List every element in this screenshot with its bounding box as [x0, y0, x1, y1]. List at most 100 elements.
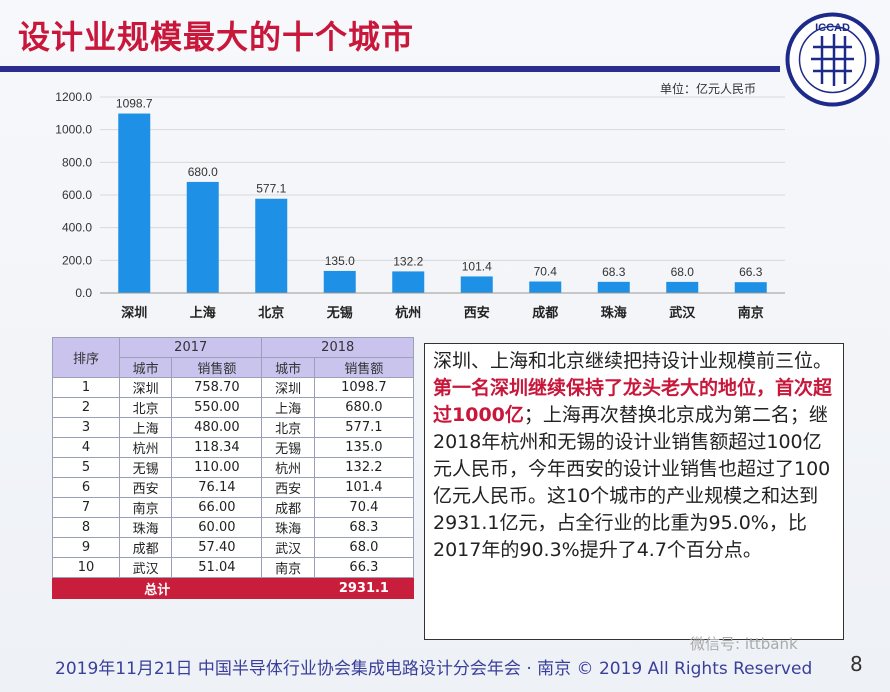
- bar: [323, 270, 356, 293]
- data-label: 70.4: [534, 265, 558, 279]
- total-row: 总计 2931.1: [51, 577, 415, 599]
- table-cell: 成都: [261, 497, 315, 518]
- data-label: 577.1: [256, 182, 286, 196]
- table-row: 2 北京 550.00 上海 680.0: [52, 397, 415, 418]
- data-label: 68.0: [671, 265, 695, 279]
- table-row: 9 成都 57.40 武汉 68.0: [52, 537, 415, 558]
- summary-text-1: 深圳、上海和北京继续把持设计业规模前三位。: [433, 350, 833, 372]
- table-cell: 2: [52, 397, 120, 418]
- header-2017: 2017: [118, 337, 263, 358]
- title-underline: [0, 66, 780, 72]
- data-label: 1098.7: [116, 97, 153, 111]
- x-tick-label: 珠海: [601, 305, 627, 321]
- table-cell: 8: [52, 517, 120, 538]
- summary-text-2: ；上海再次替换北京成为第二名；继2018年杭州和无锡的设计业销售额超过100亿元…: [433, 404, 831, 561]
- total-spacer: [261, 577, 315, 599]
- header-city-2018: 城市: [261, 357, 315, 378]
- footer: 2019年11月21日 中国半导体行业协会集成电路设计分会年会 · 南京 © 2…: [55, 659, 813, 679]
- table-row: 4 杭州 118.34 无锡 135.0: [52, 437, 415, 458]
- bar: [529, 281, 562, 293]
- table-cell: 6: [52, 477, 120, 498]
- table-cell: 60.00: [171, 517, 263, 538]
- table-cell: 68.0: [313, 537, 415, 558]
- total-value: 2931.1: [313, 577, 415, 599]
- table-cell: 杭州: [118, 437, 173, 458]
- table-row: 3 上海 480.00 北京 577.1: [52, 417, 415, 438]
- bar: [597, 281, 630, 293]
- table-cell: 132.2: [313, 457, 415, 478]
- table-cell: 1: [52, 377, 120, 398]
- table-cell: 10: [52, 557, 120, 578]
- table-cell: 深圳: [261, 377, 315, 398]
- bar: [392, 271, 425, 293]
- data-label: 66.3: [739, 265, 763, 279]
- iccad-logo: ICCAD: [785, 12, 880, 107]
- x-tick-label: 深圳: [121, 305, 147, 321]
- x-tick-label: 成都: [532, 305, 558, 321]
- y-tick-label: 600.0: [62, 188, 92, 202]
- table-cell: 9: [52, 537, 120, 558]
- table-cell: 西安: [261, 477, 315, 498]
- table-cell: 武汉: [118, 557, 173, 578]
- table-row: 8 珠海 60.00 珠海 68.3: [52, 517, 415, 538]
- table-cell: 76.14: [171, 477, 263, 498]
- table-cell: 西安: [118, 477, 173, 498]
- svg-text:ICCAD: ICCAD: [815, 22, 850, 34]
- data-label: 132.2: [393, 254, 423, 268]
- data-label: 135.0: [325, 254, 355, 268]
- data-label: 68.3: [602, 265, 626, 279]
- table-cell: 4: [52, 437, 120, 458]
- table-row: 6 西安 76.14 西安 101.4: [52, 477, 415, 498]
- table-cell: 成都: [118, 537, 173, 558]
- bar: [255, 198, 288, 293]
- table-row: 7 南京 66.00 成都 70.4: [52, 497, 415, 518]
- table-cell: 无锡: [118, 457, 173, 478]
- table-cell: 5: [52, 457, 120, 478]
- bar: [666, 281, 699, 293]
- table-cell: 135.0: [313, 437, 415, 458]
- table-cell: 550.00: [171, 397, 263, 418]
- table-cell: 南京: [261, 557, 315, 578]
- bar: [734, 282, 767, 293]
- table-row: 1 深圳 758.70 深圳 1098.7: [52, 377, 415, 398]
- table-cell: 66.00: [171, 497, 263, 518]
- header-rank: 排序: [52, 337, 120, 378]
- header-sales-2017: 销售额: [171, 357, 263, 378]
- table-cell: 101.4: [313, 477, 415, 498]
- data-label: 101.4: [462, 259, 492, 273]
- x-tick-label: 南京: [738, 305, 764, 321]
- x-tick-label: 北京: [258, 305, 284, 321]
- summary-box: 深圳、上海和北京继续把持设计业规模前三位。第一名深圳继续保持了龙头老大的地位，首…: [424, 343, 844, 640]
- y-tick-label: 200.0: [62, 253, 92, 267]
- table-cell: 1098.7: [313, 377, 415, 398]
- table-cell: 70.4: [313, 497, 415, 518]
- table-cell: 480.00: [171, 417, 263, 438]
- y-tick-label: 400.0: [62, 221, 92, 235]
- header-sales-2018: 销售额: [313, 357, 415, 378]
- y-tick-label: 800.0: [62, 155, 92, 169]
- x-tick-label: 武汉: [669, 305, 696, 321]
- table-cell: 杭州: [261, 457, 315, 478]
- bar: [118, 113, 151, 293]
- header-city-2017: 城市: [118, 357, 173, 378]
- table-cell: 南京: [118, 497, 173, 518]
- bar: [460, 276, 493, 293]
- table-cell: 无锡: [261, 437, 315, 458]
- total-label: 总计: [51, 577, 263, 599]
- table-cell: 深圳: [118, 377, 173, 398]
- x-tick-label: 西安: [464, 305, 490, 321]
- table-cell: 118.34: [171, 437, 263, 458]
- x-tick-label: 无锡: [326, 305, 353, 321]
- header-2018: 2018: [261, 337, 414, 358]
- x-tick-label: 上海: [190, 305, 216, 321]
- wechat-watermark: 微信号: ittbank: [690, 635, 798, 653]
- table-cell: 758.70: [171, 377, 263, 398]
- table-cell: 北京: [261, 417, 315, 438]
- table-row: 5 无锡 110.00 杭州 132.2: [52, 457, 415, 478]
- y-tick-label: 0.0: [75, 286, 92, 300]
- summary-highlight: 第一名深圳继续保持了龙头老大的地位，首次超过1000亿: [433, 377, 833, 426]
- slide-title: 设计业规模最大的十个城市: [18, 18, 415, 56]
- table-cell: 上海: [261, 397, 315, 418]
- ranking-table: 排序 2017 2018 城市 销售额 城市 销售额 1 深圳 758.70 深圳 10…: [51, 337, 415, 599]
- page-number: 8: [850, 652, 863, 676]
